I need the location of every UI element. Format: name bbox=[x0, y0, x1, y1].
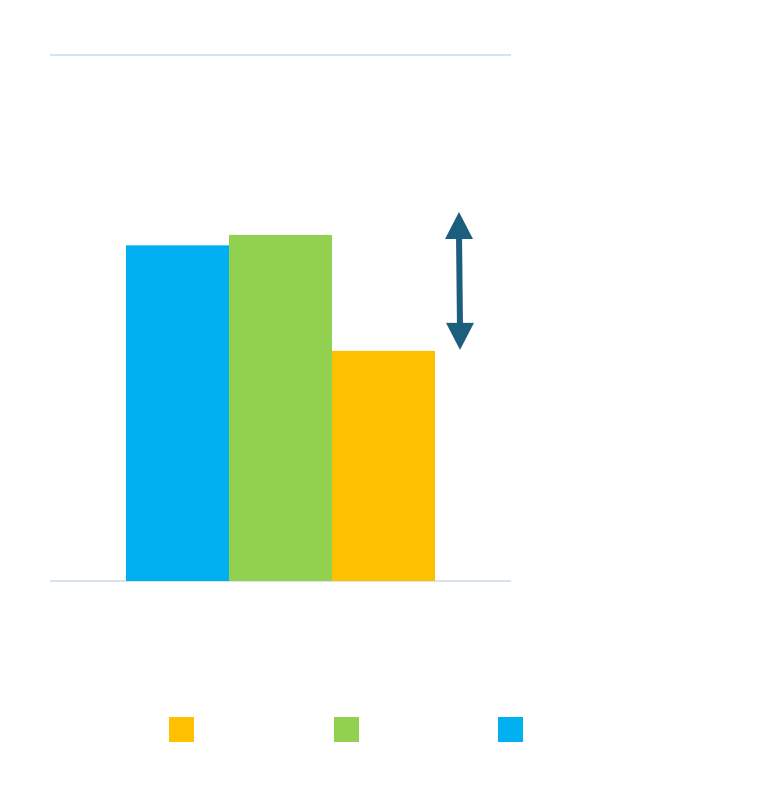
bar-series-3 bbox=[332, 350, 435, 581]
legend-swatch-2 bbox=[334, 717, 359, 742]
arrow-head-down bbox=[446, 322, 474, 350]
bar-series-1 bbox=[126, 245, 229, 581]
legend bbox=[169, 717, 523, 742]
bar-series-2 bbox=[229, 234, 332, 581]
legend-swatch-3 bbox=[498, 717, 523, 742]
bars bbox=[126, 234, 435, 581]
legend-swatch-1 bbox=[169, 717, 194, 742]
difference-annotation bbox=[445, 211, 474, 350]
arrow-shaft bbox=[456, 233, 463, 328]
arrow-head-up bbox=[445, 211, 473, 239]
